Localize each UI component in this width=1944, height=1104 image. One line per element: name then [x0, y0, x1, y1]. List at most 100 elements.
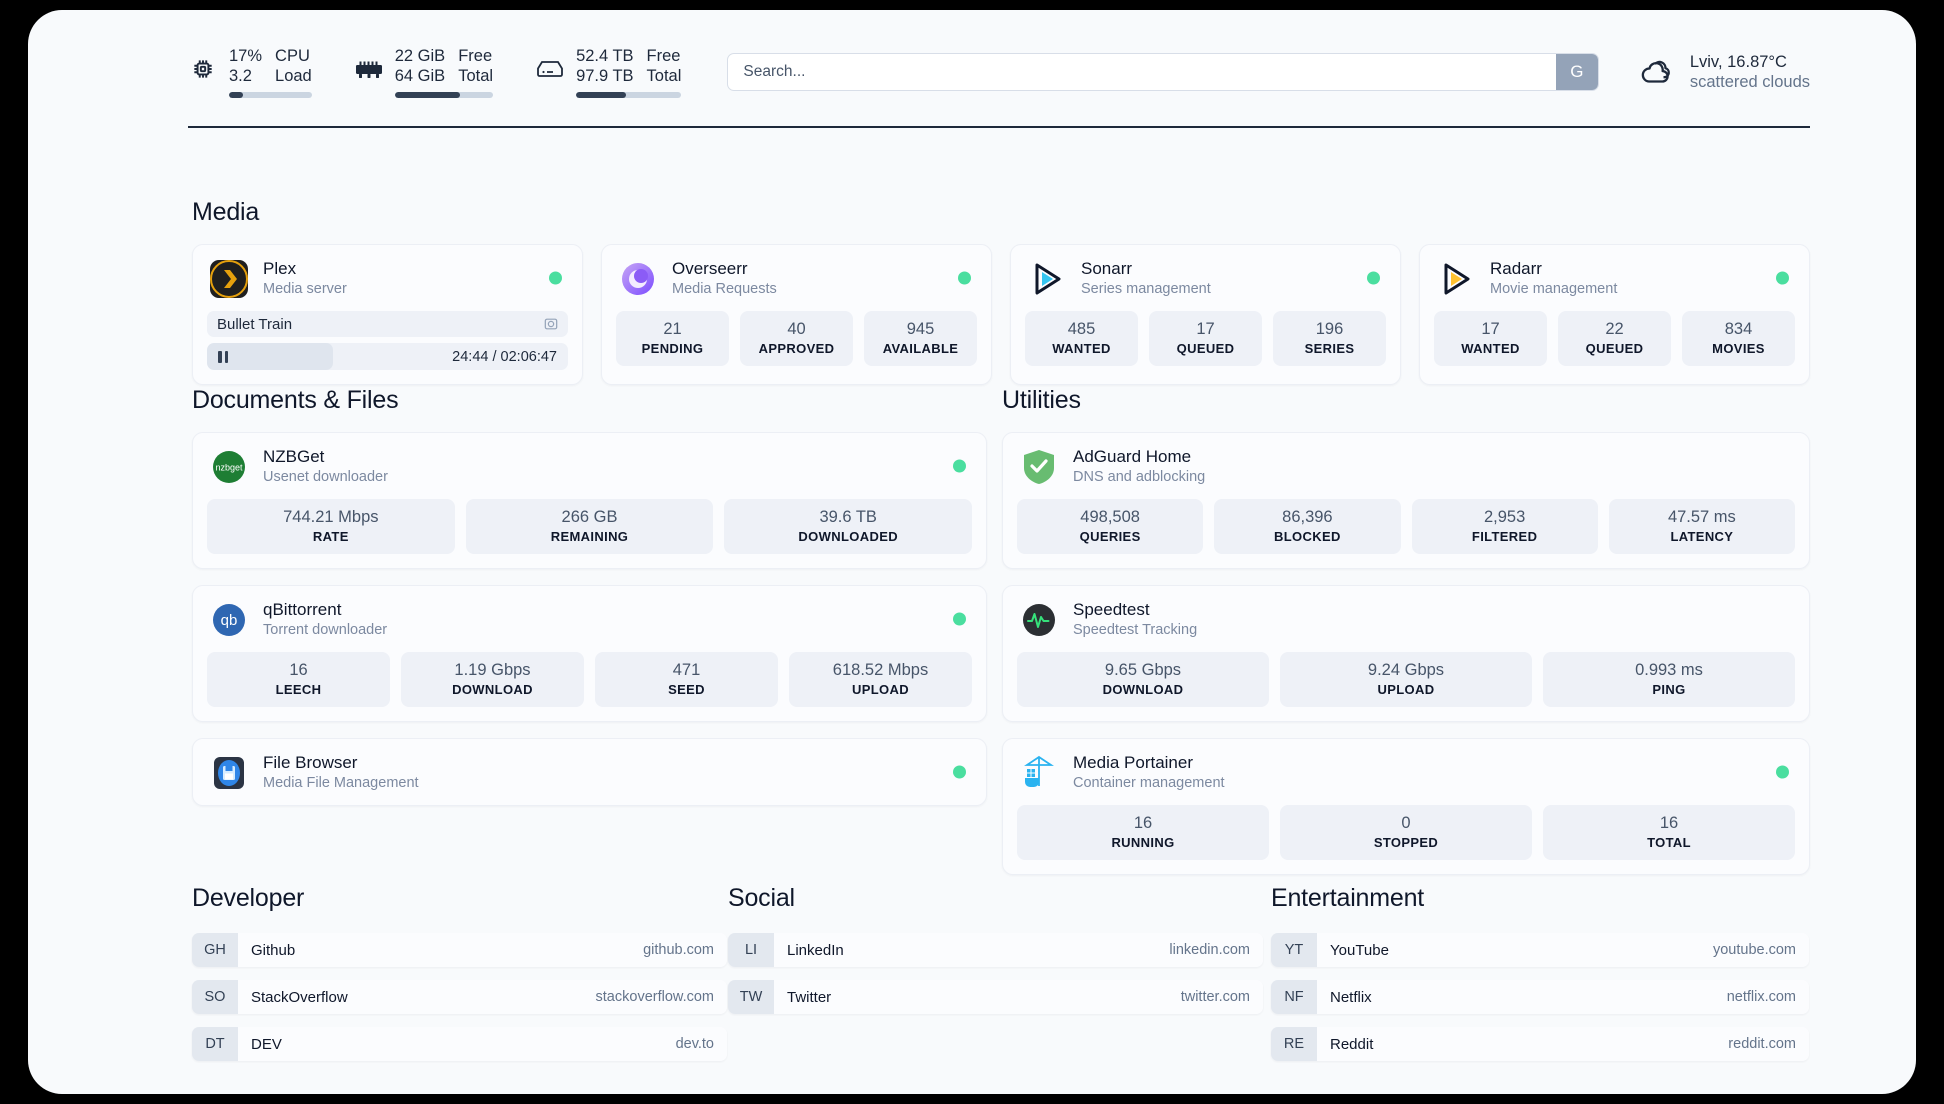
bookmark-body: LinkedIn linkedin.com: [774, 933, 1263, 967]
memory-labels: Free Total: [458, 47, 493, 86]
bookmark-abbr: RE: [1271, 1027, 1317, 1061]
dashboard-screen: 17% 3.2 CPU Load: [28, 10, 1916, 1094]
adguard-stats-row: 498,508 QUERIES 86,396 BLOCKED 2,953 FIL…: [1003, 499, 1809, 568]
stat-label: WANTED: [1461, 341, 1520, 356]
stat-filtered: 2,953 FILTERED: [1411, 499, 1598, 554]
stat-series: 196 SERIES: [1273, 311, 1386, 366]
portainer-card-header: Media Portainer Container management: [1003, 739, 1809, 805]
bookmark-abbr: SO: [192, 980, 238, 1014]
card-adguard-home[interactable]: AdGuard Home DNS and adblocking 498,508 …: [1002, 432, 1810, 569]
card-speedtest[interactable]: Speedtest Speedtest Tracking 9.65 Gbps D…: [1002, 585, 1810, 722]
stat-label: BLOCKED: [1274, 529, 1341, 544]
bookmark-youtube[interactable]: YT YouTube youtube.com: [1271, 933, 1809, 967]
stat-value: 9.65 Gbps: [1104, 661, 1182, 679]
stat-label: SERIES: [1304, 341, 1355, 356]
stat-label: RUNNING: [1111, 835, 1175, 850]
disk-free-label: Free: [646, 46, 681, 65]
bookmark-reddit[interactable]: RE Reddit reddit.com: [1271, 1027, 1809, 1061]
plex-now-playing-title-row: Bullet Train: [207, 311, 568, 337]
bookmark-url: netflix.com: [1726, 989, 1796, 1005]
card-radarr[interactable]: Radarr Movie management 17 WANTED 22 QUE…: [1419, 244, 1810, 385]
search-google-button[interactable]: G: [1555, 54, 1598, 90]
file-browser-status-dot: [953, 765, 966, 779]
radarr-desc: Movie management: [1490, 281, 1618, 297]
bookmark-abbr: TW: [728, 980, 774, 1014]
qbittorrent-meta: qBittorrent Torrent downloader: [263, 600, 387, 639]
card-nzbget[interactable]: nzbget NZBGet Usenet downloader 744.21 M…: [192, 432, 987, 569]
bookmark-name: StackOverflow: [251, 988, 348, 1006]
stat-value: 2,953: [1483, 508, 1526, 526]
utilities-section-title: Utilities: [1002, 386, 1081, 414]
disk-stat-readout: 52.4 TB 97.9 TB Free Total: [576, 46, 682, 98]
memory-ram-icon: [354, 54, 384, 84]
cpu-load-value: 3.2: [229, 66, 252, 85]
qbittorrent-status-dot: [953, 612, 966, 626]
stat-leech: 16 LEECH: [207, 652, 390, 707]
stat-value: 485: [1067, 320, 1096, 338]
stat-label: AVAILABLE: [882, 341, 959, 356]
disk-usage-fill: [576, 92, 626, 98]
bookmark-github[interactable]: GH Github github.com: [192, 933, 727, 967]
cpu-stat-readout: 17% 3.2 CPU Load: [229, 47, 312, 98]
stat-wanted: 485 WANTED: [1025, 311, 1138, 366]
bookmark-dev[interactable]: DT DEV dev.to: [192, 1027, 727, 1061]
plex-time-display: 24:44 / 02:06:47: [452, 348, 557, 365]
bookmark-body: StackOverflow stackoverflow.com: [238, 980, 727, 1014]
search-bar[interactable]: G: [727, 53, 1599, 91]
card-media-portainer[interactable]: Media Portainer Container management 16 …: [1002, 738, 1810, 875]
bookmark-twitter[interactable]: TW Twitter twitter.com: [728, 980, 1263, 1014]
card-qbittorrent[interactable]: qb qBittorrent Torrent downloader 16 LEE…: [192, 585, 987, 722]
portainer-desc: Container management: [1073, 775, 1225, 791]
bookmark-name: DEV: [251, 1035, 282, 1053]
bookmark-url: stackoverflow.com: [595, 989, 714, 1005]
radarr-status-dot: [1776, 271, 1789, 285]
bookmark-netflix[interactable]: NF Netflix netflix.com: [1271, 980, 1809, 1014]
plex-progress-bar[interactable]: 24:44 / 02:06:47: [207, 343, 568, 370]
cast-icon[interactable]: [544, 317, 558, 331]
stat-value: 39.6 TB: [819, 508, 877, 526]
bookmark-stackoverflow[interactable]: SO StackOverflow stackoverflow.com: [192, 980, 727, 1014]
pause-icon[interactable]: [218, 350, 228, 363]
documents-section: Documents & Files nzbget NZBGet Usenet d…: [192, 386, 987, 806]
file-browser-icon: [210, 754, 248, 792]
card-file-browser[interactable]: File Browser Media File Management: [192, 738, 987, 806]
radarr-card-header: Radarr Movie management: [1420, 245, 1809, 311]
plex-icon: [210, 259, 248, 298]
nzbget-name: NZBGet: [263, 447, 325, 466]
weather-widget[interactable]: Lviv, 16.87°C scattered clouds: [1637, 52, 1810, 92]
plex-now-playing-title: Bullet Train: [217, 315, 293, 333]
search-input[interactable]: [728, 63, 1556, 81]
stat-value: 471: [672, 661, 701, 679]
stat-label: SEED: [668, 682, 705, 697]
stat-value: 0.993 ms: [1635, 661, 1703, 679]
stat-value: 40: [787, 320, 806, 338]
stat-remaining: 266 GB REMAINING: [465, 499, 714, 554]
card-sonarr[interactable]: Sonarr Series management 485 WANTED 17 Q…: [1010, 244, 1401, 385]
file-browser-desc: Media File Management: [263, 775, 419, 791]
bookmark-abbr: LI: [728, 933, 774, 967]
bookmark-body: Twitter twitter.com: [774, 980, 1263, 1014]
plex-desc: Media server: [263, 281, 347, 297]
card-overseerr[interactable]: Overseerr Media Requests 21 PENDING 40 A…: [601, 244, 992, 385]
bookmark-body: Reddit reddit.com: [1317, 1027, 1809, 1061]
adguard-shield-icon: [1020, 448, 1058, 486]
weather-location-temp: Lviv, 16.87°C: [1689, 53, 1787, 71]
stat-value: 196: [1315, 320, 1344, 338]
stat-approved: 40 APPROVED: [740, 311, 853, 366]
bookmarks-developer-title: Developer: [192, 884, 305, 912]
stat-label: PING: [1652, 682, 1686, 697]
disk-free-value: 52.4 TB: [576, 46, 634, 65]
disk-usage-bar: [576, 92, 682, 98]
nzbget-stats-row: 744.21 Mbps RATE 266 GB REMAINING 39.6 T…: [193, 499, 986, 568]
plex-card-header: Plex Media server: [193, 245, 582, 311]
speedtest-name: Speedtest: [1073, 600, 1150, 619]
stat-total: 16 TOTAL: [1543, 805, 1795, 860]
cpu-usage-bar: [229, 92, 312, 98]
stat-upload: 9.24 Gbps UPLOAD: [1280, 652, 1532, 707]
bookmark-linkedin[interactable]: LI LinkedIn linkedin.com: [728, 933, 1263, 967]
stat-queries: 498,508 QUERIES: [1017, 499, 1204, 554]
stat-download: 9.65 Gbps DOWNLOAD: [1017, 652, 1269, 707]
weather-text: Lviv, 16.87°C scattered clouds: [1690, 52, 1810, 92]
stat-value: 17: [1196, 320, 1215, 338]
card-plex[interactable]: Plex Media server Bullet Train: [192, 244, 583, 385]
